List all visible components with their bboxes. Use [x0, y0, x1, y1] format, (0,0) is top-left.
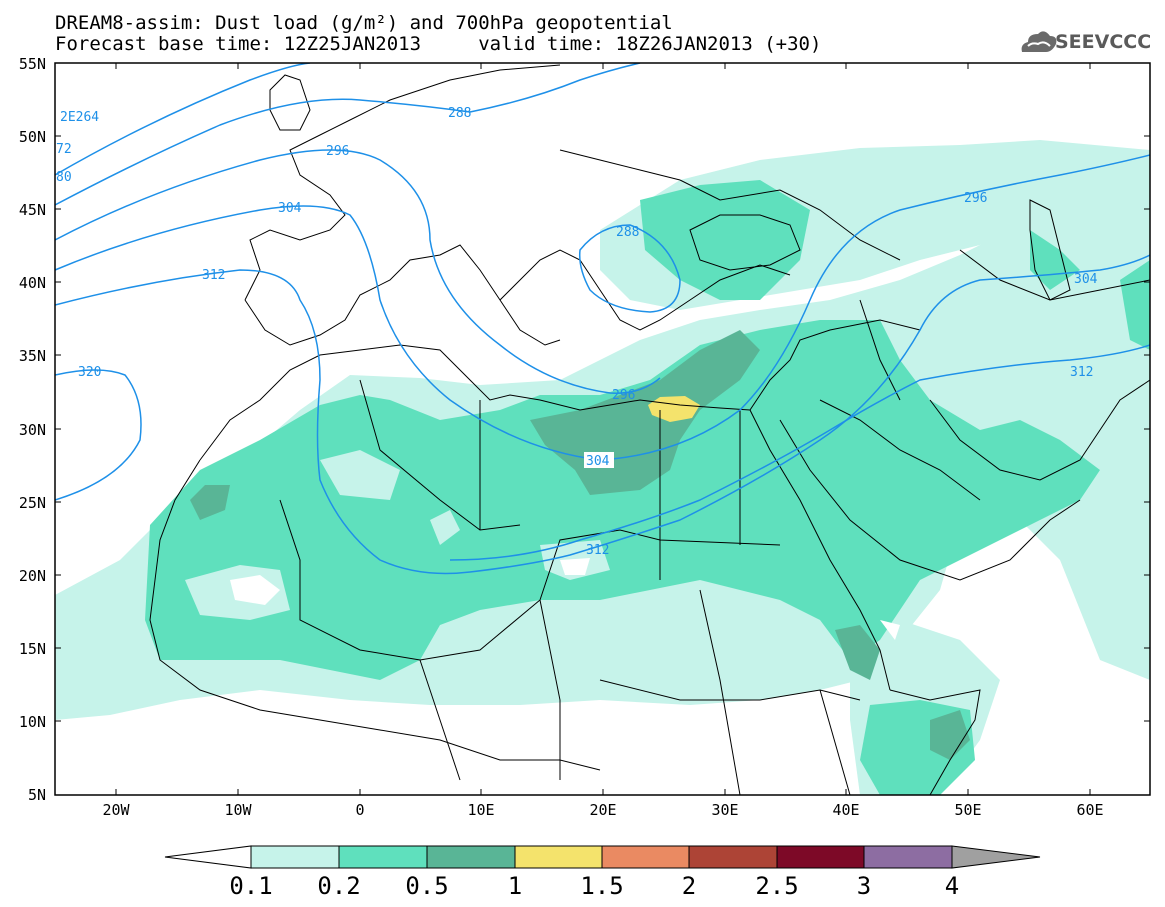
colorbar-label: 3 [856, 872, 872, 900]
colorbar [164, 845, 1041, 869]
lon-label: 0 [355, 801, 365, 819]
contour-label: 2E264 [60, 110, 99, 125]
contour-label: 80 [56, 170, 72, 185]
contour-label: 320 [78, 365, 101, 380]
colorbar-swatch-3 [426, 845, 516, 869]
contour-label: 312 [1070, 365, 1093, 380]
contour-label: 304 [1074, 272, 1098, 287]
colorbar-swatch-6 [688, 845, 778, 869]
contour-label: 72 [56, 142, 72, 157]
lon-ticks [115, 63, 1091, 795]
contour-label: 312 [586, 543, 609, 558]
lat-label: 25N [18, 494, 46, 512]
cloud-logo-icon [1021, 31, 1057, 52]
colorbar-label: 2 [681, 872, 697, 900]
lat-label: 10N [18, 713, 46, 731]
contour-label: 288 [448, 106, 471, 121]
contour-label: 296 [964, 191, 987, 206]
map-subtitle: Forecast base time: 12Z25JAN2013 valid t… [55, 33, 822, 55]
country-borders [149, 64, 1150, 795]
contour-label: 304 [586, 454, 610, 469]
lat-label: 35N [18, 347, 46, 365]
contour-label: 296 [612, 388, 635, 403]
colorbar-label: 0.5 [405, 872, 449, 900]
dust-free-holes [230, 558, 900, 640]
lon-label: 60E [1076, 801, 1104, 819]
lon-label: 10W [224, 801, 252, 819]
lat-label: 45N [18, 201, 46, 219]
map-title: DREAM8-assim: Dust load (g/m²) and 700hP… [55, 12, 673, 34]
lat-label: 55N [18, 55, 46, 73]
colorbar-swatch-7 [776, 845, 865, 869]
lat-label: 30N [18, 421, 46, 439]
lon-label: 30E [711, 801, 739, 819]
lat-ticks [55, 135, 1150, 722]
lat-label: 50N [18, 128, 46, 146]
colorbar-swatch-8 [863, 845, 953, 869]
colorbar-swatch-4 [514, 845, 603, 869]
lon-label: 20E [589, 801, 617, 819]
colorbar-swatch-1 [250, 845, 340, 869]
lat-label: 15N [18, 640, 46, 658]
lon-label: 20W [102, 801, 130, 819]
colorbar-label: 0.1 [229, 872, 273, 900]
lat-label: 5N [27, 786, 46, 804]
colorbar-label: 0.2 [317, 872, 361, 900]
colorbar-label: 2.5 [755, 872, 799, 900]
lat-label: 20N [18, 567, 46, 585]
lon-label: 50E [954, 801, 982, 819]
lon-label: 40E [832, 801, 860, 819]
colorbar-label: 4 [944, 872, 960, 900]
colorbar-swatch-2 [338, 845, 428, 869]
contour-label: 288 [616, 225, 639, 240]
lat-label: 40N [18, 274, 46, 292]
contour-label: 304 [278, 201, 302, 216]
lon-label: 10E [467, 801, 495, 819]
colorbar-high-arrow [951, 845, 1041, 869]
colorbar-label: 1 [507, 872, 523, 900]
colorbar-swatch-5 [601, 845, 690, 869]
colorbar-low-arrow [164, 845, 252, 869]
contour-label: 312 [202, 268, 225, 283]
colorbar-label: 1.5 [580, 872, 624, 900]
logo-text: SEEVCCC [1055, 31, 1152, 53]
contour-label: 296 [326, 144, 349, 159]
